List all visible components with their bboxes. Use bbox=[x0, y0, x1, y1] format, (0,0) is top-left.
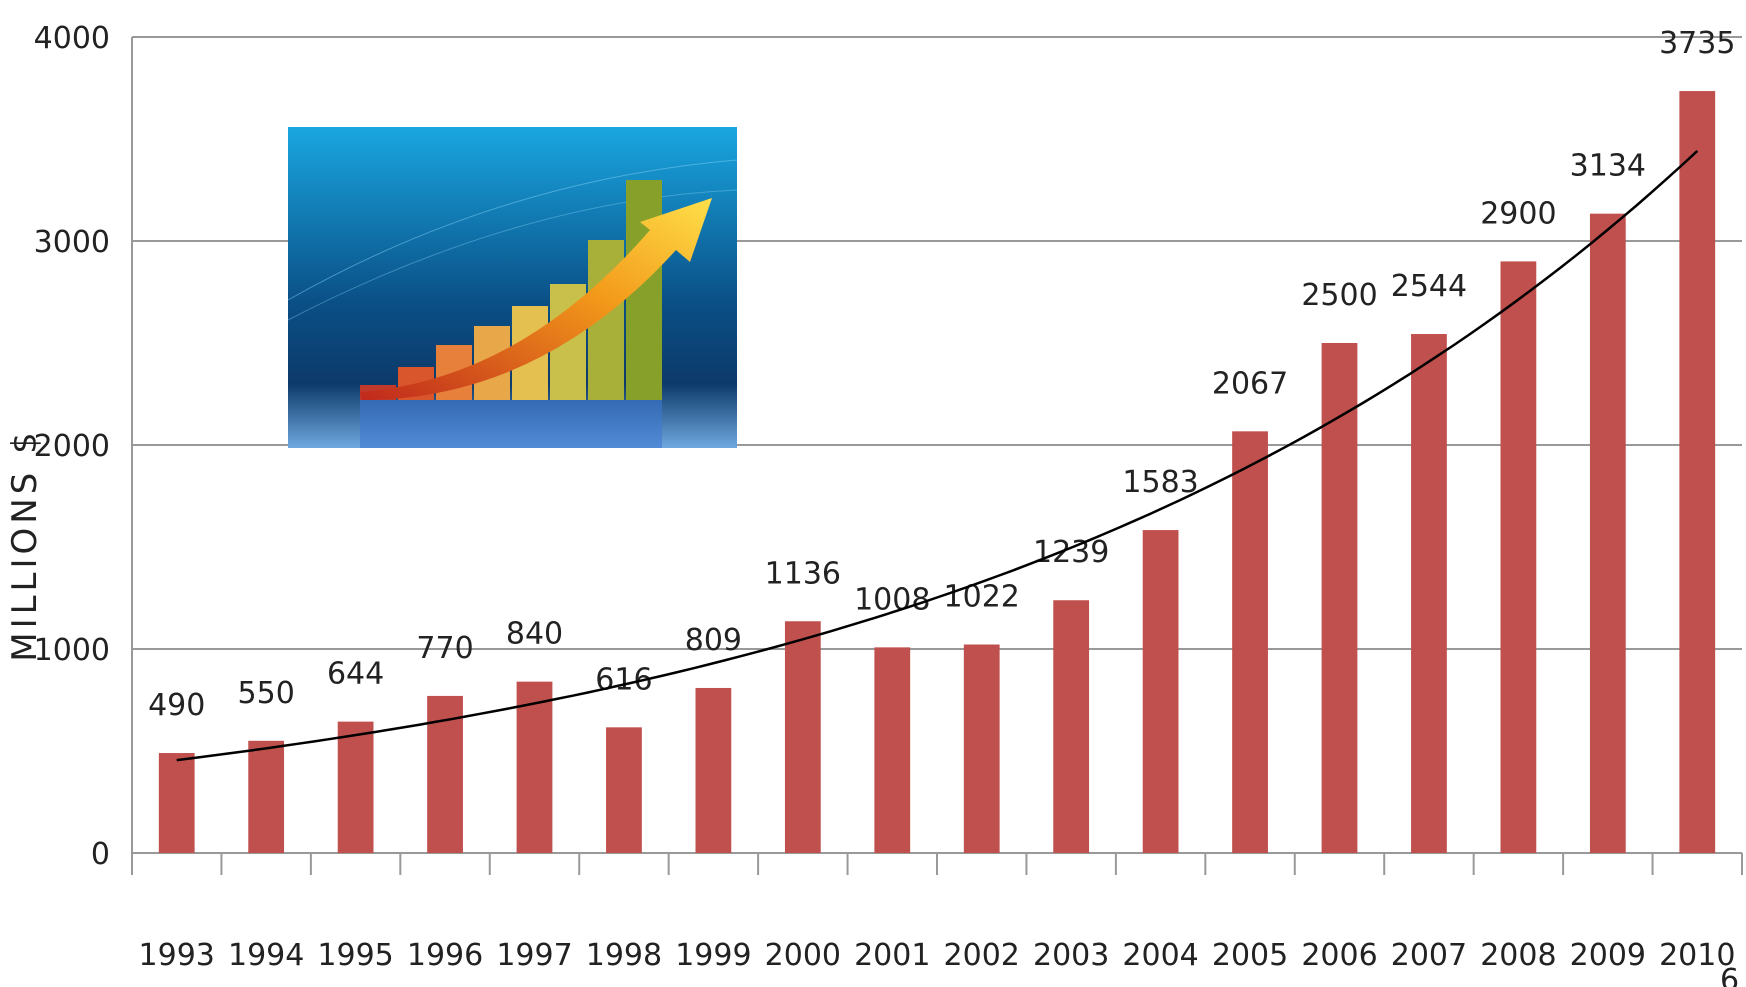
page-number: 6 bbox=[1720, 963, 1739, 987]
x-tick-label: 2006 bbox=[1301, 938, 1377, 973]
value-label: 2544 bbox=[1391, 269, 1467, 304]
x-tick-label: 1998 bbox=[586, 938, 662, 973]
value-label: 3735 bbox=[1659, 26, 1735, 61]
x-tick-label: 1993 bbox=[139, 938, 215, 973]
bar bbox=[1500, 261, 1537, 853]
x-tick-label: 1997 bbox=[496, 938, 572, 973]
x-tick-label: 2002 bbox=[944, 938, 1020, 973]
x-tick-label: 1995 bbox=[317, 938, 393, 973]
y-tick-label: 1000 bbox=[34, 633, 110, 668]
value-label: 809 bbox=[685, 623, 742, 658]
y-tick-label: 0 bbox=[91, 837, 110, 872]
value-label: 2900 bbox=[1480, 196, 1556, 231]
x-tick-label: 1996 bbox=[407, 938, 483, 973]
bar bbox=[1232, 431, 1268, 853]
bar bbox=[606, 727, 642, 853]
bar bbox=[1321, 343, 1358, 853]
y-tick-label: 4000 bbox=[34, 21, 110, 56]
bar bbox=[1053, 600, 1090, 853]
trendline bbox=[176, 149, 1699, 762]
value-label: 2500 bbox=[1301, 278, 1377, 313]
value-label: 1022 bbox=[944, 580, 1020, 615]
bar bbox=[784, 621, 821, 853]
x-tick-label: 2010 bbox=[1659, 938, 1735, 973]
bar bbox=[248, 740, 285, 853]
value-label: 770 bbox=[416, 631, 473, 666]
value-label: 1136 bbox=[765, 556, 841, 591]
x-tick-label: 2004 bbox=[1122, 938, 1198, 973]
bar bbox=[1589, 213, 1626, 853]
bar bbox=[874, 647, 911, 853]
value-label: 644 bbox=[327, 657, 384, 692]
x-tick-label: 2008 bbox=[1480, 938, 1556, 973]
x-tick-label: 2000 bbox=[765, 938, 841, 973]
value-label: 3134 bbox=[1570, 149, 1646, 184]
bar bbox=[337, 721, 374, 853]
decorative-picture bbox=[287, 127, 738, 448]
y-tick-label: 2000 bbox=[34, 429, 110, 464]
value-label: 1583 bbox=[1122, 465, 1198, 500]
value-label: 550 bbox=[238, 676, 295, 711]
value-label: 490 bbox=[148, 688, 205, 723]
bar bbox=[963, 644, 1000, 853]
x-tick-label: 2001 bbox=[854, 938, 930, 973]
bar bbox=[695, 687, 732, 853]
x-tick-label: 2007 bbox=[1391, 938, 1467, 973]
x-tick-label: 2009 bbox=[1570, 938, 1646, 973]
x-tick-label: 2003 bbox=[1033, 938, 1109, 973]
y-axis-label: MILLIONS $ bbox=[5, 428, 45, 662]
bar bbox=[1142, 530, 1179, 853]
y-tick-label: 3000 bbox=[34, 225, 110, 260]
value-label: 840 bbox=[506, 617, 563, 652]
x-tick-label: 1999 bbox=[675, 938, 751, 973]
bar bbox=[1679, 91, 1716, 853]
x-tick-label: 2005 bbox=[1212, 938, 1288, 973]
value-label: 1239 bbox=[1033, 535, 1109, 570]
bar bbox=[158, 753, 195, 853]
bar bbox=[516, 681, 553, 853]
x-tick-label: 1994 bbox=[228, 938, 304, 973]
bar bbox=[1411, 334, 1447, 853]
value-label: 2067 bbox=[1212, 366, 1288, 401]
